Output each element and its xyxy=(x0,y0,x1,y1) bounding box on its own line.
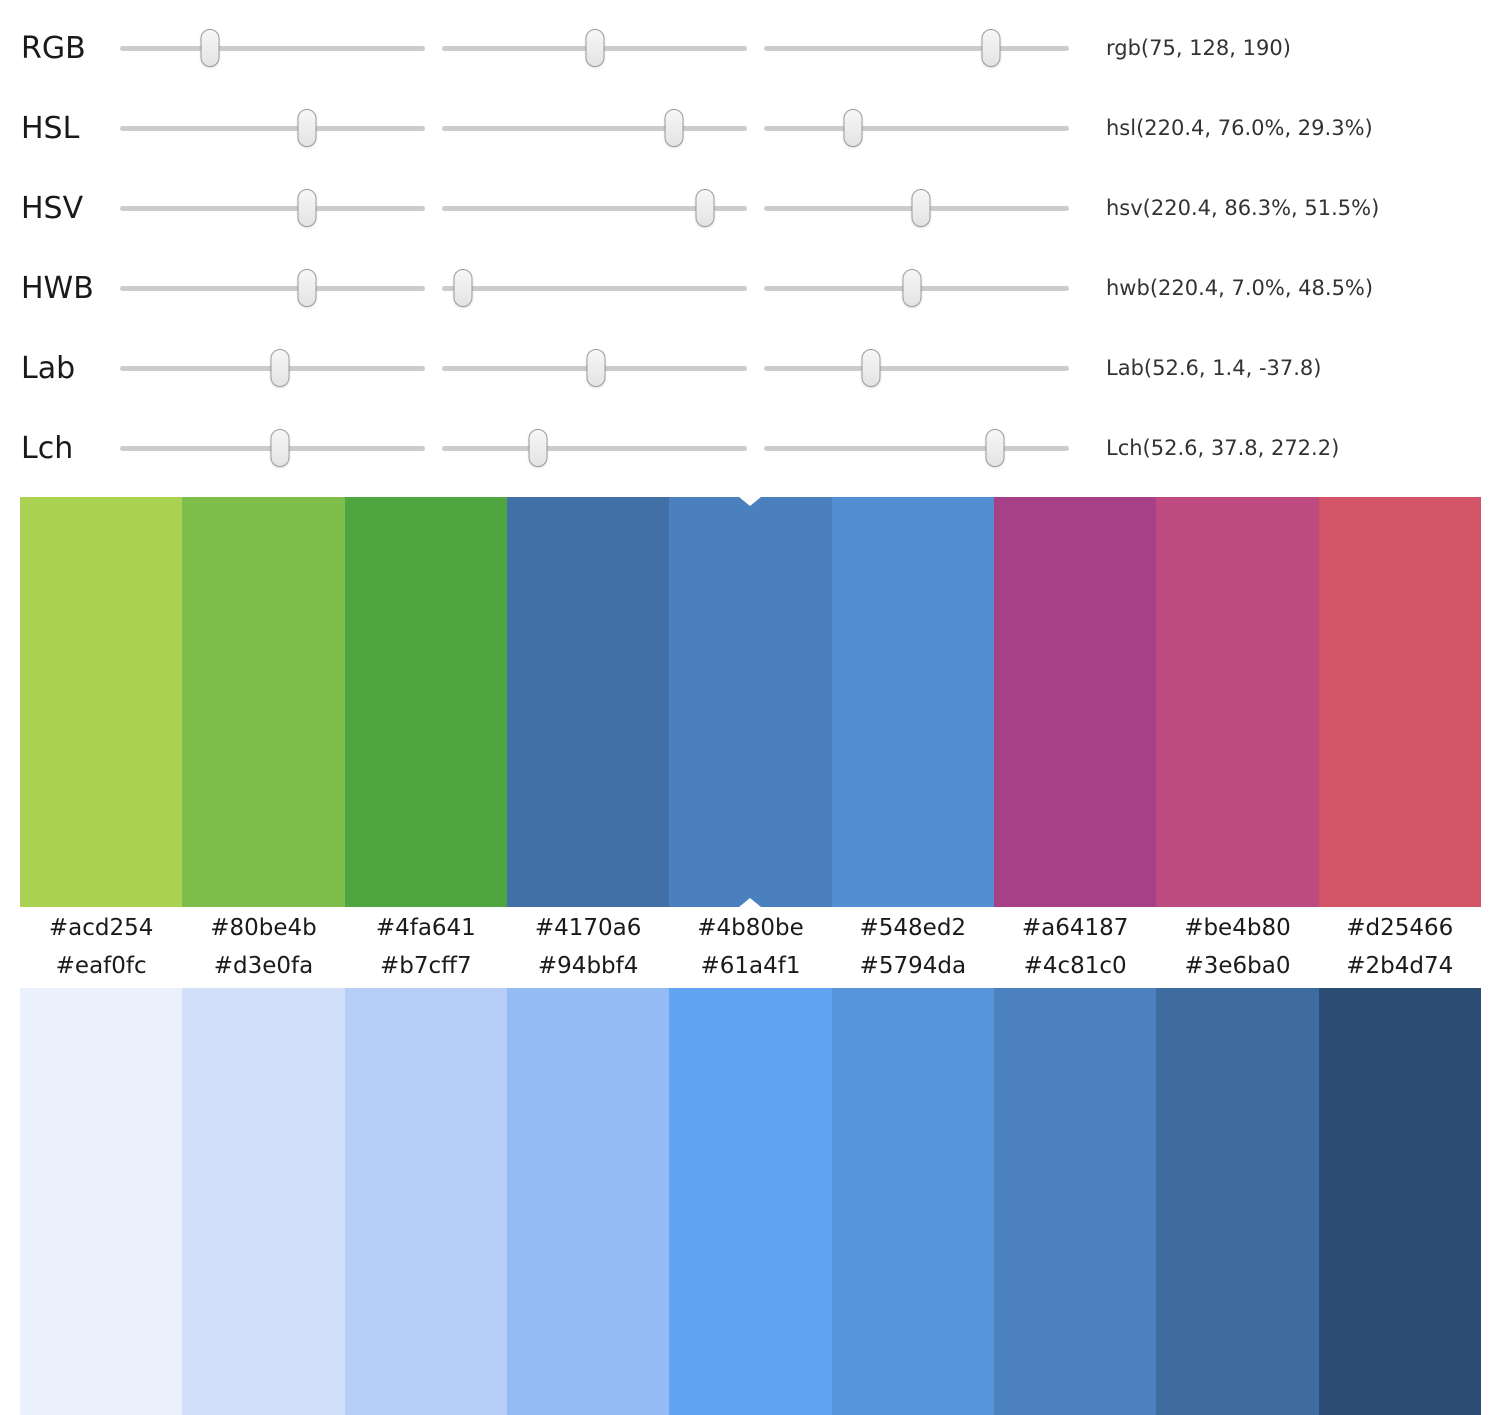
palette-swatch[interactable] xyxy=(20,988,183,1415)
rgb-g-slider-track[interactable] xyxy=(442,29,747,67)
colorspace-label: HWB xyxy=(21,270,94,306)
hsl-l-slider-track[interactable] xyxy=(764,109,1069,147)
slider-thumb[interactable] xyxy=(453,269,473,307)
colorspace-label: RGB xyxy=(21,30,86,66)
hsv-v-slider-track[interactable] xyxy=(764,189,1069,227)
hex-code-label: #acd254 xyxy=(48,915,154,941)
palette-swatch[interactable] xyxy=(831,497,994,907)
color-value-label: Lab(52.6, 1.4, -37.8) xyxy=(1106,356,1322,380)
lab-l-slider-track[interactable] xyxy=(120,349,425,387)
palette-swatch[interactable] xyxy=(20,497,183,907)
palette-swatch[interactable] xyxy=(993,497,1157,907)
hwb-w-slider-track[interactable] xyxy=(442,269,747,307)
slider-thumb[interactable] xyxy=(861,349,881,387)
slider-thumb[interactable] xyxy=(297,269,317,307)
slider-thumb[interactable] xyxy=(270,349,290,387)
tint-palette-hex-labels: #eaf0fc #d3e0fa #b7cff7 #94bbf4 #61a4f1 … xyxy=(20,951,1481,988)
hex-code-label: #d25466 xyxy=(1346,915,1454,941)
lab-a-slider-track[interactable] xyxy=(442,349,747,387)
palette-swatch[interactable] xyxy=(1318,497,1481,907)
slider-row-hwb: HWB hwb(220.4, 7.0%, 48.5%) xyxy=(0,248,1501,328)
hue-palette xyxy=(20,497,1481,907)
color-sliders-panel: RGB rgb(75, 128, 190) HSL hsl(220.4, 76.… xyxy=(0,0,1501,488)
slider-thumb[interactable] xyxy=(297,189,317,227)
hex-code-label: #b7cff7 xyxy=(380,953,472,979)
palette-swatch[interactable] xyxy=(831,988,994,1415)
palette-swatch[interactable] xyxy=(344,988,507,1415)
hsl-s-slider-track[interactable] xyxy=(442,109,747,147)
hex-code-label: #be4b80 xyxy=(1184,915,1291,941)
hue-palette-hex-labels: #acd254 #80be4b #4fa641 #4170a6 #4b80be … xyxy=(20,907,1481,951)
hex-code-label: #4c81c0 xyxy=(1023,953,1127,979)
palette-swatch[interactable] xyxy=(182,497,345,907)
selection-caret-bottom-icon xyxy=(739,898,762,907)
palette-swatch[interactable] xyxy=(1318,988,1481,1415)
lch-h-slider-track[interactable] xyxy=(764,429,1069,467)
lch-l-slider-track[interactable] xyxy=(120,429,425,467)
colorspace-label: Lab xyxy=(21,350,76,386)
hex-code-label: #548ed2 xyxy=(859,915,967,941)
palette-swatch[interactable] xyxy=(506,497,670,907)
palette-swatch[interactable] xyxy=(182,988,345,1415)
hex-code-label: #3e6ba0 xyxy=(1184,953,1291,979)
slider-thumb[interactable] xyxy=(911,189,931,227)
slider-row-hsl: HSL hsl(220.4, 76.0%, 29.3%) xyxy=(0,88,1501,168)
palette-swatch-selected[interactable] xyxy=(669,497,832,907)
color-value-label: hsv(220.4, 86.3%, 51.5%) xyxy=(1106,196,1380,220)
color-value-label: hwb(220.4, 7.0%, 48.5%) xyxy=(1106,276,1374,300)
hex-code-label: #d3e0fa xyxy=(213,953,314,979)
colorspace-label: HSL xyxy=(21,110,80,146)
hsv-s-slider-track[interactable] xyxy=(442,189,747,227)
lch-c-slider-track[interactable] xyxy=(442,429,747,467)
palette-swatch[interactable] xyxy=(344,497,507,907)
hex-code-label: #94bbf4 xyxy=(537,953,639,979)
slider-thumb[interactable] xyxy=(270,429,290,467)
slider-thumb[interactable] xyxy=(664,109,684,147)
palette-swatch[interactable] xyxy=(993,988,1157,1415)
slider-thumb[interactable] xyxy=(200,29,220,67)
slider-thumb[interactable] xyxy=(528,429,548,467)
selection-caret-top-icon xyxy=(739,497,762,506)
slider-thumb[interactable] xyxy=(985,429,1005,467)
palette-swatch[interactable] xyxy=(1156,988,1319,1415)
rgb-b-slider-track[interactable] xyxy=(764,29,1069,67)
hex-code-label: #61a4f1 xyxy=(700,953,801,979)
hex-code-label: #80be4b xyxy=(210,915,317,941)
colorspace-label: HSV xyxy=(21,190,84,226)
rgb-r-slider-track[interactable] xyxy=(120,29,425,67)
slider-row-rgb: RGB rgb(75, 128, 190) xyxy=(0,8,1501,88)
palette-swatch[interactable] xyxy=(506,988,670,1415)
slider-thumb[interactable] xyxy=(902,269,922,307)
hex-code-label: #4fa641 xyxy=(375,915,476,941)
slider-row-lab: Lab Lab(52.6, 1.4, -37.8) xyxy=(0,328,1501,408)
slider-thumb[interactable] xyxy=(843,109,863,147)
slider-thumb[interactable] xyxy=(586,349,606,387)
slider-thumb[interactable] xyxy=(981,29,1001,67)
slider-thumb[interactable] xyxy=(297,109,317,147)
slider-thumb[interactable] xyxy=(585,29,605,67)
hwb-h-slider-track[interactable] xyxy=(120,269,425,307)
hsl-h-slider-track[interactable] xyxy=(120,109,425,147)
hwb-b-slider-track[interactable] xyxy=(764,269,1069,307)
color-value-label: hsl(220.4, 76.0%, 29.3%) xyxy=(1106,116,1373,140)
palette-swatch[interactable] xyxy=(669,988,832,1415)
hex-code-label: #4170a6 xyxy=(534,915,642,941)
hex-code-label: #4b80be xyxy=(697,915,804,941)
color-value-label: rgb(75, 128, 190) xyxy=(1106,36,1291,60)
colorspace-label: Lch xyxy=(21,430,74,466)
hex-code-label: #a64187 xyxy=(1021,915,1129,941)
color-value-label: Lch(52.6, 37.8, 272.2) xyxy=(1106,436,1340,460)
hex-code-label: #2b4d74 xyxy=(1346,953,1454,979)
hex-code-label: #eaf0fc xyxy=(55,953,147,979)
slider-row-hsv: HSV hsv(220.4, 86.3%, 51.5%) xyxy=(0,168,1501,248)
slider-row-lch: Lch Lch(52.6, 37.8, 272.2) xyxy=(0,408,1501,488)
hex-code-label: #5794da xyxy=(859,953,967,979)
slider-thumb[interactable] xyxy=(695,189,715,227)
palette-swatch[interactable] xyxy=(1156,497,1319,907)
hsv-h-slider-track[interactable] xyxy=(120,189,425,227)
tint-palette xyxy=(20,988,1481,1415)
lab-b-slider-track[interactable] xyxy=(764,349,1069,387)
